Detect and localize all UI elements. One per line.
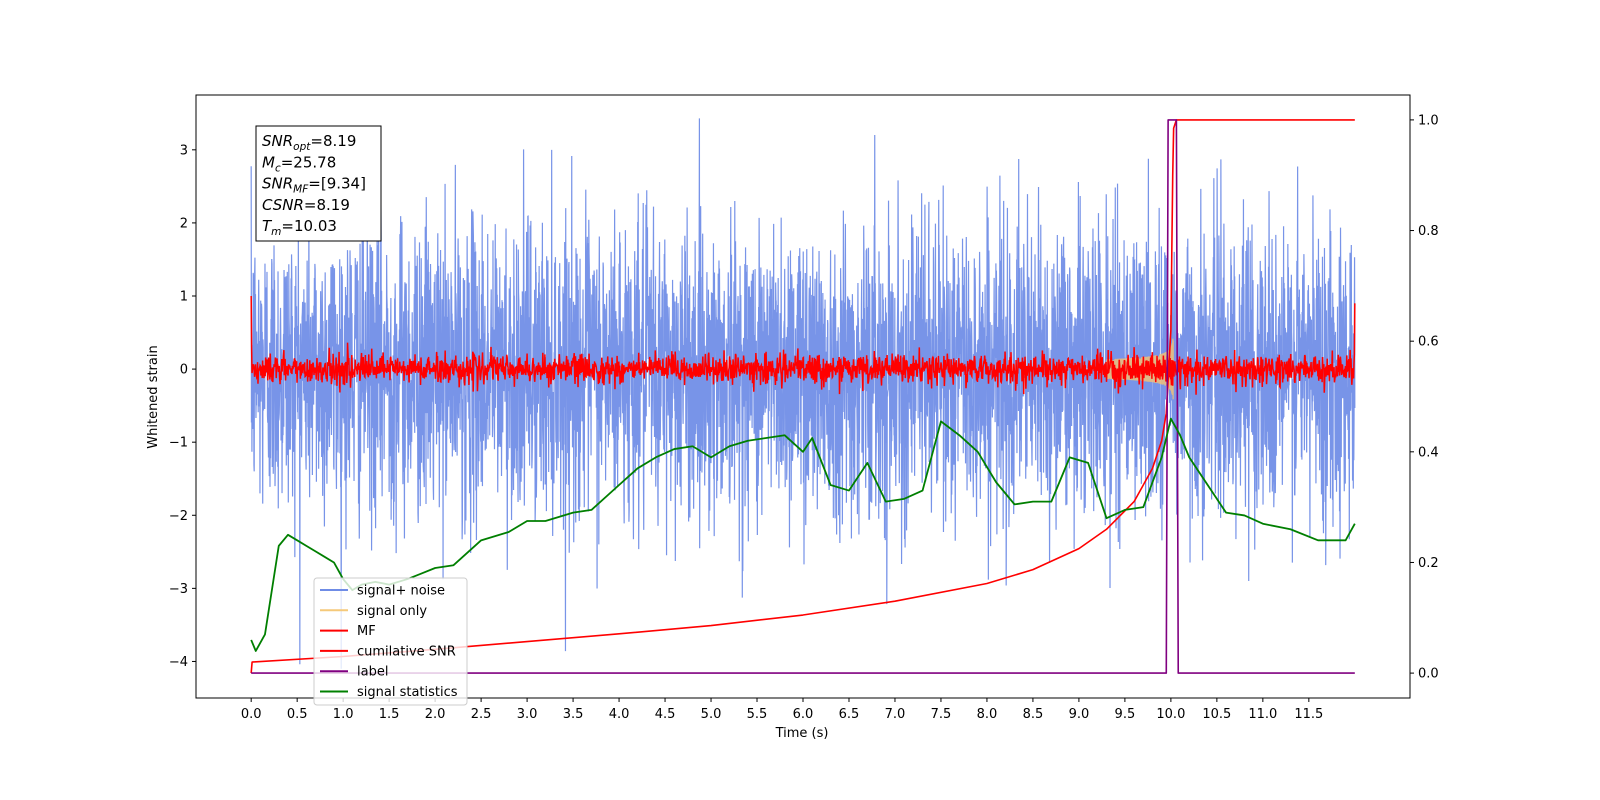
legend-entry-label: cumilative SNR [357,644,456,659]
y-tick-label: −2 [169,509,188,524]
y-tick-label: −3 [169,582,188,597]
annotation-frame [255,125,382,242]
x-tick-label: 8.5 [1023,707,1044,722]
y-tick-label: −1 [169,436,188,451]
y-tick-label: 1 [180,290,188,305]
x-tick-label: 1.5 [379,707,400,722]
x-tick-label: 5.0 [701,707,722,722]
x-tick-label: 7.5 [931,707,952,722]
x-tick-label: 5.5 [747,707,768,722]
series-mf [250,295,1356,395]
x-tick-label: 2.5 [471,707,492,722]
legend-entry-label: label [357,665,388,680]
x-tick-label: 4.0 [609,707,630,722]
legend-entry-label: MF [357,624,376,639]
x-tick-label: 10.0 [1156,707,1185,722]
y2-tick-label: 0.0 [1418,667,1439,682]
y-tick-label: 3 [180,143,188,158]
legend-entry-label: signal statistics [357,685,458,700]
x-tick-label: 10.5 [1202,707,1231,722]
legend-entry-label: signal+ noise [357,584,445,599]
annotation-line: SNRopt=8.19 [262,132,356,153]
y-axis-left: 3 2 1 0 −1 −2 −3 −4 [169,143,196,670]
y2-tick-label: 0.6 [1418,335,1439,350]
x-tick-label: 11.5 [1294,707,1323,722]
y2-tick-label: 1.0 [1418,113,1439,128]
x-tick-label: 7.0 [885,707,906,722]
series-cumulative-snr [250,119,1355,674]
y2-tick-label: 0.2 [1418,556,1439,571]
x-tick-label: 11.0 [1248,707,1277,722]
y-axis-right: 0.0 0.2 0.4 0.6 0.8 1.0 [1410,113,1439,682]
x-tick-label: 0.0 [241,707,262,722]
annotation-line: Mc=25.78 [262,153,336,174]
x-tick-label: 8.0 [977,707,998,722]
x-axis-label: Time (s) [775,726,829,741]
x-tick-label: 6.5 [839,707,860,722]
x-tick-label: 6.0 [793,707,814,722]
x-tick-label: 1.0 [333,707,354,722]
stats-annotation-box: SNRopt=8.19Mc=25.78SNRMF=[9.34]CSNR=8.19… [255,125,382,242]
x-axis: 0.0 0.5 1.0 1.5 2.0 2.5 3.0 3.5 4.0 4.5 5.0 5.5 6.0 6… [241,698,1323,722]
x-tick-label: 0.5 [287,707,308,722]
x-tick-label: 3.0 [517,707,538,722]
x-tick-label: 4.5 [655,707,676,722]
annotation-line: Tm=10.03 [262,217,337,238]
x-tick-label: 9.0 [1069,707,1090,722]
legend-entry-label: signal only [357,604,427,619]
y-tick-label: −4 [169,655,188,670]
legend-frame [313,577,468,706]
y-axis-label: Whitened strain [146,345,161,448]
annotation-line: CSNR=8.19 [262,196,350,214]
series-label [251,119,1355,674]
y2-tick-label: 0.8 [1418,224,1439,239]
y2-tick-label: 0.4 [1418,445,1439,460]
y-tick-label: 0 [180,363,188,378]
legend: signal+ noise signal only MF cumilative SNR… [313,577,468,706]
x-tick-label: 9.5 [1115,707,1136,722]
x-tick-label: 3.5 [563,707,584,722]
annotation-line: SNRMF=[9.34] [262,175,366,196]
x-tick-label: 2.0 [425,707,446,722]
y-tick-label: 2 [180,216,188,231]
